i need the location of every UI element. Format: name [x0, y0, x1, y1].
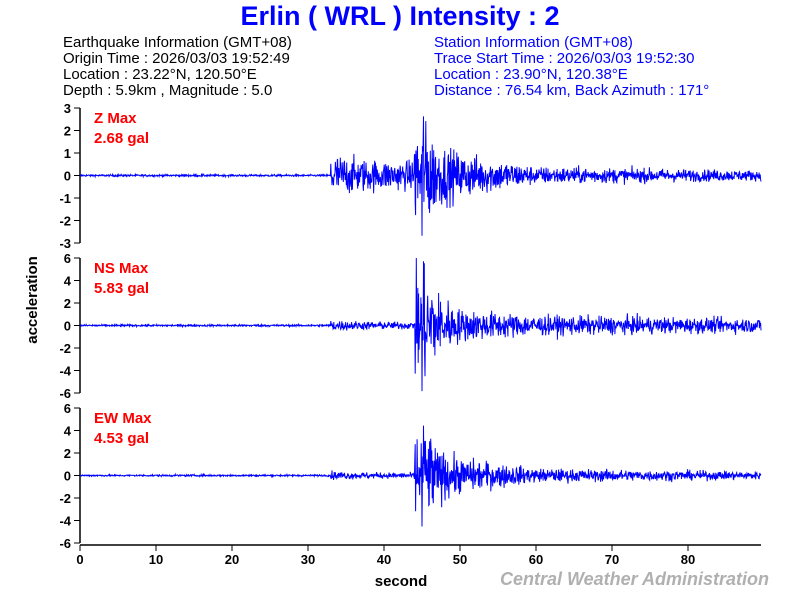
y-tick-label: -1 — [59, 191, 71, 206]
x-tick-label: 60 — [529, 552, 543, 567]
eq-heading: Earthquake Information (GMT+08) — [63, 34, 292, 51]
waveform-NS — [79, 257, 762, 392]
distance: Distance : 76.54 km, Back Azimuth : 171° — [434, 82, 710, 99]
y-tick-label: -4 — [59, 514, 71, 529]
x-tick-label: 20 — [225, 552, 239, 567]
station-location: Location : 23.90°N, 120.38°E — [434, 66, 628, 83]
y-tick-label: 4 — [64, 274, 72, 289]
x-tick-label: 50 — [453, 552, 467, 567]
x-tick-label: 10 — [149, 552, 163, 567]
station-info: Station Information (GMT+08) Trace Start… — [434, 35, 709, 99]
y-tick-label: -2 — [59, 491, 71, 506]
y-tick-label: 0 — [64, 169, 71, 184]
x-axis-label: second — [375, 573, 428, 590]
y-tick-label: 2 — [64, 446, 71, 461]
y-tick-label: 6 — [64, 251, 71, 266]
y-tick-label: 0 — [64, 469, 71, 484]
max-value-Z: 2.68 gal — [94, 130, 149, 147]
eq-location: Location : 23.22°N, 120.50°E — [63, 66, 257, 83]
x-tick-label: 70 — [605, 552, 619, 567]
y-tick-label: 0 — [64, 319, 71, 334]
x-tick-label: 0 — [76, 552, 83, 567]
y-tick-label: -3 — [59, 236, 71, 251]
max-label-NS: NS Max — [94, 260, 149, 277]
depth-magnitude: Depth : 5.9km , Magnitude : 5.0 — [63, 82, 273, 99]
earthquake-info: Earthquake Information (GMT+08) Origin T… — [63, 35, 292, 99]
y-tick-label: 2 — [64, 124, 71, 139]
waveform-Z — [79, 116, 762, 236]
x-tick-label: 80 — [681, 552, 695, 567]
station-heading: Station Information (GMT+08) — [434, 34, 633, 51]
origin-time: Origin Time : 2026/03/03 19:52:49 — [63, 50, 290, 67]
max-label-EW: EW Max — [94, 410, 152, 427]
y-tick-label: 2 — [64, 296, 71, 311]
waveform-EW — [79, 425, 762, 527]
y-tick-label: -6 — [59, 386, 71, 401]
max-value-NS: 5.83 gal — [94, 280, 149, 297]
trace-start: Trace Start Time : 2026/03/03 19:52:30 — [434, 50, 695, 67]
y-tick-label: 4 — [64, 424, 72, 439]
y-axis-label: acceleration — [24, 256, 41, 344]
chart-title: Erlin ( WRL ) Intensity : 2 — [240, 1, 560, 31]
y-tick-label: -2 — [59, 214, 71, 229]
max-value-EW: 4.53 gal — [94, 430, 149, 447]
x-tick-label: 30 — [301, 552, 315, 567]
y-tick-label: 1 — [64, 146, 71, 161]
y-tick-label: -4 — [59, 364, 71, 379]
y-tick-label: 3 — [64, 101, 71, 116]
credit: Central Weather Administration — [499, 569, 769, 589]
max-label-Z: Z Max — [94, 110, 137, 127]
y-tick-label: 6 — [64, 401, 71, 416]
x-tick-label: 40 — [377, 552, 391, 567]
y-tick-label: -6 — [59, 536, 71, 551]
y-tick-label: -2 — [59, 341, 71, 356]
